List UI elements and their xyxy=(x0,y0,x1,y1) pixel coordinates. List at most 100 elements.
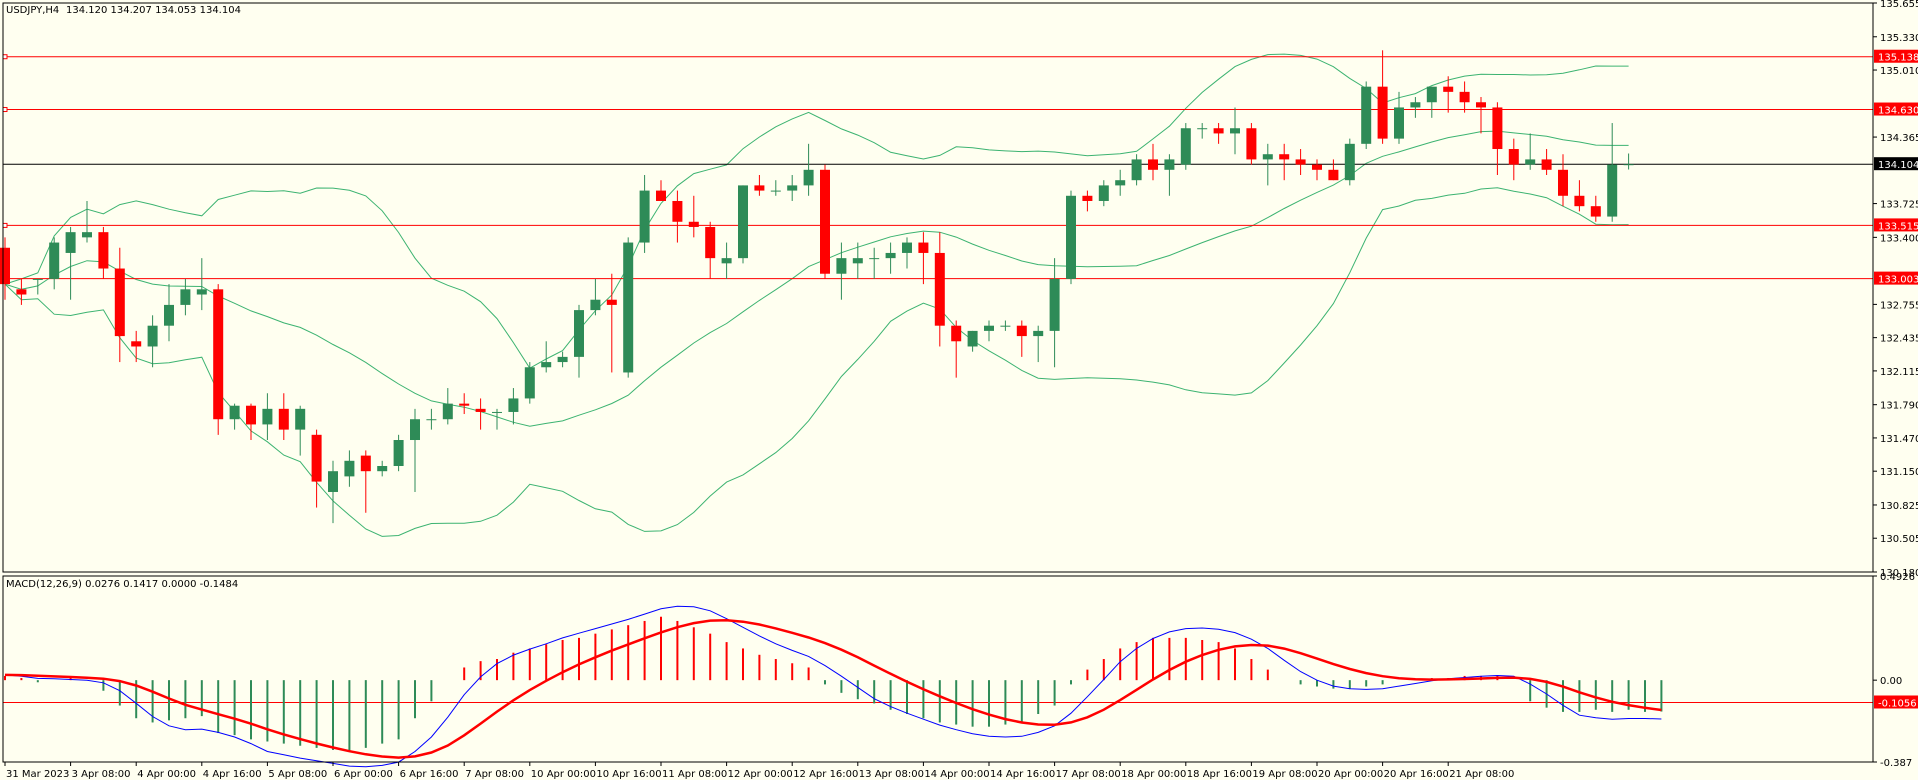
candle-body xyxy=(672,200,683,222)
macd-title: MACD(12,26,9) 0.0276 0.1417 0.0000 -0.14… xyxy=(6,579,238,590)
candle-body xyxy=(1623,164,1634,166)
bollinger-lower-band xyxy=(4,187,1629,537)
candle-body xyxy=(951,325,962,342)
candle-body xyxy=(459,403,470,406)
price-y-tick-label: 132.435 xyxy=(1880,334,1918,345)
candle-body xyxy=(738,185,748,259)
x-tick-label: 14 Apr 16:00 xyxy=(990,769,1055,780)
x-tick-label: 13 Apr 08:00 xyxy=(859,769,924,780)
candle-body xyxy=(1525,159,1536,165)
candle-body xyxy=(295,408,306,430)
candle-body xyxy=(0,247,10,285)
level-tag-label: 134.630 xyxy=(1878,106,1918,117)
price-y-tick-label: 130.505 xyxy=(1880,534,1918,545)
price-y-tick-label: 131.150 xyxy=(1880,467,1918,478)
candle-body xyxy=(590,299,601,311)
candle-body xyxy=(1476,102,1486,108)
candle-body xyxy=(1328,169,1339,181)
candle-body xyxy=(1049,278,1060,331)
symbol-title: USDJPY,H4 xyxy=(6,5,59,16)
candle-body xyxy=(32,278,43,280)
candle-body xyxy=(1164,159,1175,170)
candle-body xyxy=(49,242,60,279)
candle-body xyxy=(1148,159,1158,170)
candle-body xyxy=(114,268,125,337)
macd-panel xyxy=(3,605,1873,768)
candle-body xyxy=(360,455,371,472)
candle-body xyxy=(1197,128,1208,130)
level-tag-label: 133.515 xyxy=(1878,221,1918,232)
candle-body xyxy=(820,169,830,274)
candle-body xyxy=(1180,128,1191,165)
price-y-tick-label: 135.330 xyxy=(1880,33,1918,44)
candle-body xyxy=(311,434,322,482)
current-price-label: 134.104 xyxy=(1878,160,1918,171)
candle-body xyxy=(262,408,273,425)
candle-body xyxy=(705,226,716,259)
candle-body xyxy=(1344,143,1355,181)
price-y-tick-label: 131.790 xyxy=(1880,401,1918,412)
candle-body xyxy=(278,408,289,430)
candle-body xyxy=(492,411,502,413)
macd-level-tag xyxy=(1874,695,1918,709)
macd-y-tick-label: 0.00 xyxy=(1880,676,1902,687)
candle-body xyxy=(934,252,945,326)
x-tick-label: 31 Mar 2023 xyxy=(6,769,69,780)
price-y-tick-label: 135.655 xyxy=(1880,0,1918,10)
current-price-tag xyxy=(1874,157,1918,171)
candle-body xyxy=(1590,206,1601,217)
candle-body xyxy=(508,398,519,412)
candle-body xyxy=(16,289,27,295)
candle-body xyxy=(65,232,76,253)
candle-body xyxy=(885,252,896,259)
x-tick-label: 5 Apr 08:00 xyxy=(268,769,327,780)
candle-body xyxy=(1082,195,1093,201)
level-tag xyxy=(1874,102,1918,116)
candle-body xyxy=(82,232,92,238)
candle-body xyxy=(918,242,929,253)
candle-body xyxy=(1426,86,1437,103)
price-y-tick-label: 130.825 xyxy=(1880,501,1918,512)
candle-body xyxy=(1312,164,1322,170)
level-marker xyxy=(2,54,8,60)
macd-main-line xyxy=(4,605,1662,768)
level-tag xyxy=(1874,271,1918,285)
candle-body xyxy=(1361,86,1372,144)
candle-body xyxy=(541,362,552,368)
candle-body xyxy=(623,242,634,373)
level-marker xyxy=(2,222,8,228)
candle-body xyxy=(574,310,584,357)
level-marker xyxy=(2,107,8,113)
candle-body xyxy=(1443,86,1454,92)
candle-body xyxy=(213,289,224,420)
macd-y-tick-label: 0.4926 xyxy=(1880,572,1915,583)
candle-body xyxy=(770,190,781,192)
candle-body xyxy=(1033,330,1044,337)
candle-body xyxy=(803,169,814,186)
candle-body xyxy=(196,289,207,295)
x-tick-label: 20 Apr 16:00 xyxy=(1384,769,1449,780)
candle-body xyxy=(393,440,404,466)
x-tick-label: 21 Apr 08:00 xyxy=(1449,769,1514,780)
level-tag-label: 133.003 xyxy=(1878,275,1918,286)
candle-body xyxy=(869,258,880,260)
price-y-tick-label: 135.010 xyxy=(1880,66,1918,77)
bollinger-upper-band xyxy=(4,53,1629,369)
candle-body xyxy=(410,419,420,441)
candle-body xyxy=(606,299,617,305)
x-tick-label: 12 Apr 16:00 xyxy=(793,769,858,780)
price-panel xyxy=(0,50,1873,537)
candle-body xyxy=(180,289,191,305)
candle-body xyxy=(1066,195,1076,279)
candle-body xyxy=(639,190,650,243)
x-tick-label: 18 Apr 00:00 xyxy=(1121,769,1186,780)
ohlc-header: 134.120 134.207 134.053 134.104 xyxy=(66,5,241,16)
candle-body xyxy=(442,403,453,420)
candle-body xyxy=(1574,195,1585,207)
candle-body xyxy=(1279,154,1290,160)
macd-frame xyxy=(2,575,1874,763)
candle-body xyxy=(967,330,978,347)
candle-body xyxy=(377,465,388,472)
